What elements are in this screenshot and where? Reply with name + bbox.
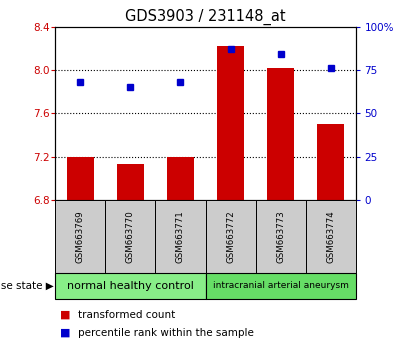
Text: GSM663772: GSM663772 (226, 210, 235, 263)
Bar (217, 46, 244, 200)
Text: GSM663769: GSM663769 (76, 210, 85, 263)
Text: ■: ■ (60, 328, 70, 338)
Bar (267, 68, 294, 200)
Text: GSM663774: GSM663774 (326, 210, 335, 263)
Bar (67, 156, 94, 200)
Text: intracranial arterial aneurysm: intracranial arterial aneurysm (212, 281, 349, 290)
Bar (317, 124, 344, 200)
Text: disease state ▶: disease state ▶ (0, 281, 53, 291)
Text: normal healthy control: normal healthy control (67, 281, 194, 291)
Text: GDS3903 / 231148_at: GDS3903 / 231148_at (125, 9, 286, 25)
Text: GSM663771: GSM663771 (176, 210, 185, 263)
Text: GSM663770: GSM663770 (126, 210, 135, 263)
Text: ■: ■ (60, 310, 70, 320)
Bar (117, 164, 144, 200)
Text: percentile rank within the sample: percentile rank within the sample (78, 328, 254, 338)
Text: transformed count: transformed count (78, 310, 175, 320)
Bar (167, 156, 194, 200)
Text: GSM663773: GSM663773 (276, 210, 285, 263)
